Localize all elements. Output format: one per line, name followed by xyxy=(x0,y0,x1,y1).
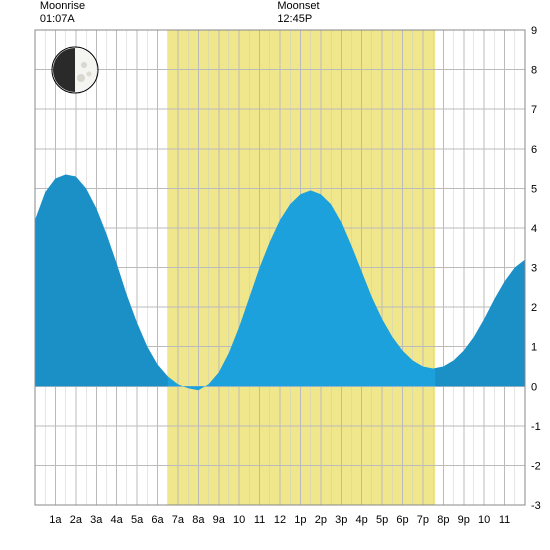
svg-text:8: 8 xyxy=(531,65,537,77)
svg-text:5: 5 xyxy=(531,183,537,195)
moonrise-time: 01:07A xyxy=(40,13,85,26)
svg-text:1a: 1a xyxy=(49,514,62,526)
svg-text:6: 6 xyxy=(531,144,537,156)
svg-text:-3: -3 xyxy=(531,500,541,512)
svg-text:10: 10 xyxy=(478,514,490,526)
svg-text:11: 11 xyxy=(254,514,265,526)
svg-text:8a: 8a xyxy=(192,514,205,526)
svg-text:5a: 5a xyxy=(131,514,144,526)
svg-text:7: 7 xyxy=(531,104,537,116)
svg-text:10: 10 xyxy=(233,514,245,526)
svg-text:4a: 4a xyxy=(111,514,124,526)
y-axis: -3-2-10123456789 xyxy=(531,25,541,512)
svg-text:4: 4 xyxy=(531,223,537,235)
svg-text:9a: 9a xyxy=(213,514,226,526)
moonrise-title: Moonrise xyxy=(40,0,85,13)
svg-text:8p: 8p xyxy=(437,514,449,526)
svg-text:7p: 7p xyxy=(417,514,429,526)
svg-text:1: 1 xyxy=(531,342,537,354)
svg-text:6p: 6p xyxy=(396,514,408,526)
svg-text:9p: 9p xyxy=(458,514,470,526)
svg-text:4p: 4p xyxy=(356,514,368,526)
svg-text:0: 0 xyxy=(531,381,537,393)
svg-text:2a: 2a xyxy=(70,514,83,526)
chart-svg: -3-2-101234567891a2a3a4a5a6a7a8a9a101112… xyxy=(0,0,550,550)
moonset-label: Moonset 12:45P xyxy=(277,0,319,26)
svg-text:3p: 3p xyxy=(335,514,347,526)
svg-text:6a: 6a xyxy=(151,514,164,526)
svg-text:3a: 3a xyxy=(90,514,103,526)
svg-text:5p: 5p xyxy=(376,514,388,526)
svg-text:12: 12 xyxy=(274,514,286,526)
tide-chart: Moonrise 01:07A Moonset 12:45P -3-2-1012… xyxy=(0,0,550,550)
svg-text:-2: -2 xyxy=(531,460,541,472)
svg-text:2: 2 xyxy=(531,302,537,314)
svg-text:2p: 2p xyxy=(315,514,327,526)
svg-text:11: 11 xyxy=(499,514,510,526)
chart-header: Moonrise 01:07A Moonset 12:45P xyxy=(0,0,550,28)
x-axis: 1a 2a 3a 4a 5a 6a 7a 8a 9a 10 11 12 1p 2p 3p 4p 5p 6p 7p 8p… xyxy=(49,514,510,526)
svg-text:-1: -1 xyxy=(531,421,541,433)
moonrise-label: Moonrise 01:07A xyxy=(40,0,85,26)
moon-phase-icon xyxy=(52,47,98,93)
moonset-time: 12:45P xyxy=(277,13,319,26)
svg-text:1p: 1p xyxy=(294,514,306,526)
moonset-title: Moonset xyxy=(277,0,319,13)
svg-text:7a: 7a xyxy=(172,514,185,526)
svg-text:3: 3 xyxy=(531,263,537,275)
